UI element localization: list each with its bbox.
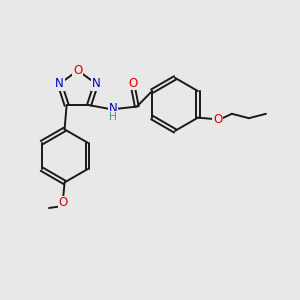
Text: N: N	[92, 77, 100, 90]
Text: O: O	[213, 112, 222, 126]
Text: N: N	[109, 102, 118, 115]
Text: O: O	[129, 76, 138, 89]
Text: O: O	[58, 196, 68, 209]
Text: N: N	[55, 77, 64, 90]
Text: H: H	[109, 112, 117, 122]
Text: O: O	[73, 64, 83, 77]
